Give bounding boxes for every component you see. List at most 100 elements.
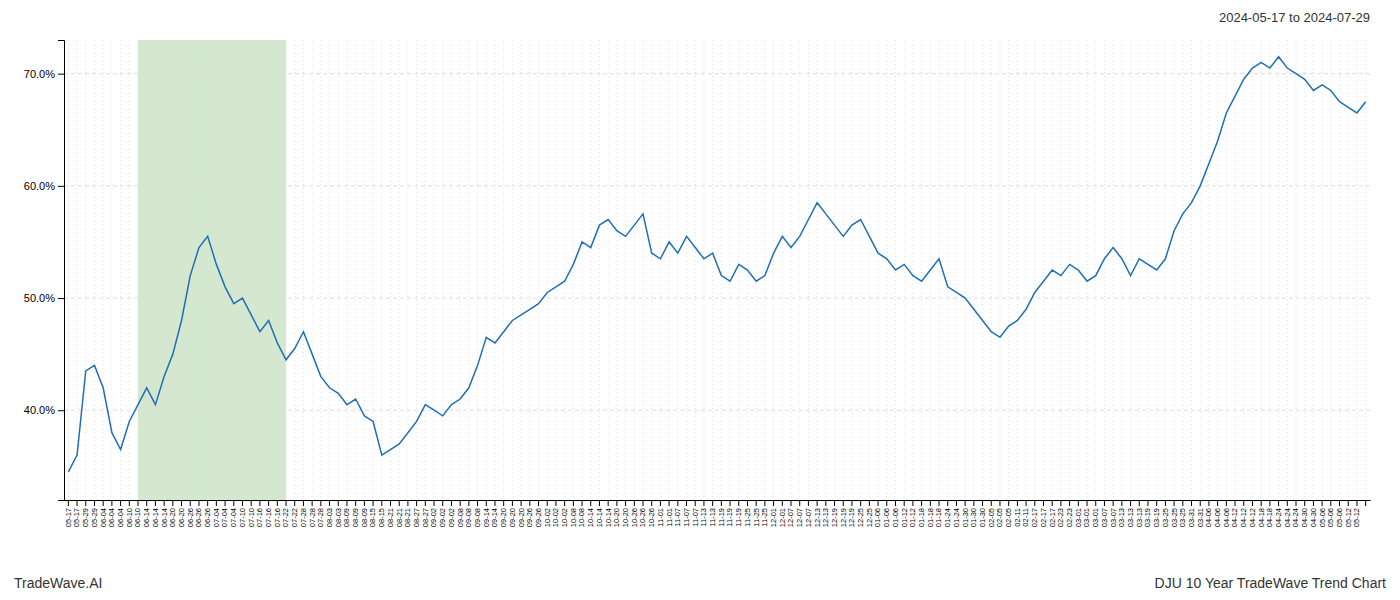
x-tick: 01-30: [969, 500, 978, 527]
x-tick: 05-17: [72, 500, 81, 527]
x-tick-mark: [190, 500, 191, 506]
x-tick: 01-06: [873, 500, 882, 527]
x-tick: 11-13: [708, 500, 717, 527]
x-tick-mark: [1139, 500, 1140, 506]
x-tick-mark: [564, 500, 565, 506]
x-grid-line: [939, 40, 940, 500]
y-axis: 40.0%50.0%60.0%70.0%: [24, 41, 65, 501]
x-tick-label: 07-22: [281, 508, 290, 527]
x-grid-line: [808, 40, 809, 500]
x-grid-line: [77, 40, 78, 500]
x-tick: 04-30: [1309, 500, 1318, 527]
x-grid-line: [1261, 40, 1262, 500]
x-grid-line: [329, 40, 330, 500]
x-grid-line: [564, 40, 565, 500]
x-tick-mark: [669, 500, 670, 506]
x-tick-mark: [947, 500, 948, 506]
x-tick-label: 06-14: [151, 508, 160, 527]
x-grid-line: [1174, 40, 1175, 500]
x-grid-line: [1330, 40, 1331, 500]
x-tick-mark: [338, 500, 339, 506]
x-tick: 01-24: [952, 500, 961, 527]
x-tick: 11-19: [717, 500, 726, 527]
x-grid-line: [259, 40, 260, 500]
x-grid-line: [1087, 40, 1088, 500]
x-tick-label: 10-14: [604, 508, 613, 527]
x-tick-mark: [538, 500, 539, 506]
x-tick-mark: [512, 500, 513, 506]
x-tick-label: 08-03: [334, 508, 343, 527]
x-grid-line: [207, 40, 208, 500]
x-tick-label: 02-23: [1065, 508, 1074, 527]
x-grid-line: [477, 40, 478, 500]
x-tick-mark: [198, 500, 199, 506]
x-tick-mark: [138, 500, 139, 506]
x-tick-label: 01-18: [926, 508, 935, 527]
x-tick: 03-01: [1074, 500, 1083, 527]
x-tick-label: 04-12: [1248, 508, 1257, 527]
x-tick-label: 06-14: [160, 508, 169, 527]
footer-left: TradeWave.AI: [14, 575, 102, 591]
x-tick-label: 02-11: [1021, 508, 1030, 527]
x-grid-line: [1339, 40, 1340, 500]
x-tick-mark: [1208, 500, 1209, 506]
y-tick: 60.0%: [24, 180, 64, 192]
x-tick-mark: [999, 500, 1000, 506]
x-grid-line: [1095, 40, 1096, 500]
x-tick-mark: [129, 500, 130, 506]
x-tick: 10-14: [586, 500, 595, 527]
x-tick-mark: [521, 500, 522, 506]
x-grid-line: [825, 40, 826, 500]
x-tick-label: 03-07: [1109, 508, 1118, 527]
x-tick-mark: [660, 500, 661, 506]
x-tick-mark: [390, 500, 391, 506]
x-tick-mark: [1121, 500, 1122, 506]
x-tick-mark: [834, 500, 835, 506]
x-tick-mark: [764, 500, 765, 506]
x-grid-line: [738, 40, 739, 500]
x-tick: 04-06: [1204, 500, 1213, 527]
x-tick-label: 10-14: [595, 508, 604, 527]
x-tick: 12-25: [865, 500, 874, 527]
x-grid-line: [1252, 40, 1253, 500]
x-tick-mark: [94, 500, 95, 506]
x-tick-mark: [851, 500, 852, 506]
x-tick-label: 11-13: [708, 508, 717, 527]
x-tick-mark: [921, 500, 922, 506]
x-tick-mark: [642, 500, 643, 506]
x-grid-line: [512, 40, 513, 500]
x-tick-label: 05-06: [1335, 508, 1344, 527]
x-tick-mark: [1165, 500, 1166, 506]
x-tick-mark: [703, 500, 704, 506]
x-tick-mark: [738, 500, 739, 506]
x-tick-mark: [468, 500, 469, 506]
x-tick: 07-04: [229, 500, 238, 527]
x-tick: 06-14: [160, 500, 169, 527]
x-grid-line: [817, 40, 818, 500]
x-grid-line: [547, 40, 548, 500]
x-tick-mark: [416, 500, 417, 506]
footer-right: DJU 10 Year TradeWave Trend Chart: [1155, 575, 1386, 591]
x-tick-mark: [529, 500, 530, 506]
x-tick: 04-24: [1283, 500, 1292, 527]
x-tick-mark: [1252, 500, 1253, 506]
x-tick-mark: [1008, 500, 1009, 506]
x-tick-label: 12-01: [778, 508, 787, 527]
x-tick-label: 09-08: [464, 508, 473, 527]
x-tick-mark: [503, 500, 504, 506]
x-tick-label: 01-12: [900, 508, 909, 527]
x-tick: 10-26: [630, 500, 639, 527]
x-grid-line: [434, 40, 435, 500]
x-tick-label: 03-31: [1196, 508, 1205, 527]
x-tick-label: 08-15: [368, 508, 377, 527]
x-tick: 01-12: [908, 500, 917, 527]
x-tick: 07-10: [238, 500, 247, 527]
x-tick-label: 06-10: [125, 508, 134, 527]
x-tick-label: 09-14: [482, 508, 491, 527]
x-grid-line: [904, 40, 905, 500]
x-tick-label: 05-12: [1344, 508, 1353, 527]
x-tick-label: 07-04: [212, 508, 221, 527]
x-tick-label: 01-24: [943, 508, 952, 527]
x-tick: 03-19: [1152, 500, 1161, 527]
x-tick-mark: [904, 500, 905, 506]
